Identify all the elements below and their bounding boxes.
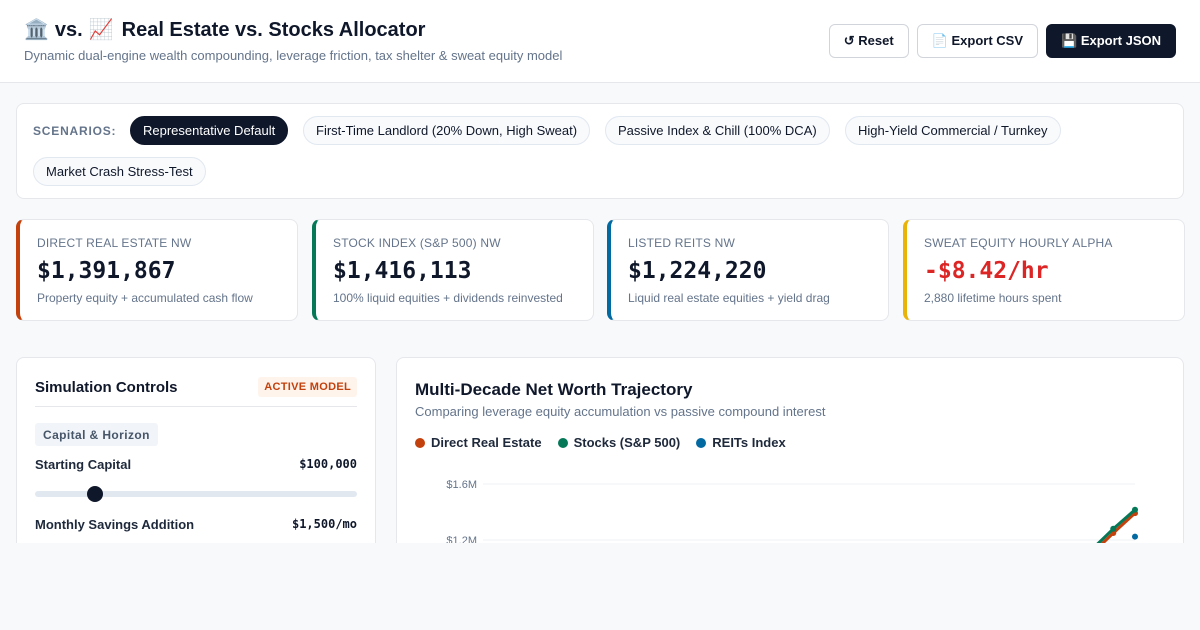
monthly-savings-label: Monthly Savings Addition (35, 517, 195, 532)
chart-up-icon: 📈 (88, 19, 114, 41)
bank-icon: 🏛️ (24, 19, 49, 41)
reset-button[interactable]: ↺ Reset (828, 24, 909, 58)
legend-swatch (696, 437, 707, 448)
legend-label: Direct Real Estate (431, 435, 542, 450)
kpi-card-reits: LISTED REITS NW $1,224,220 Liquid real e… (607, 219, 889, 321)
kpi-value: $1,224,220 (628, 258, 767, 284)
kpi-note: 2,880 lifetime hours spent (924, 291, 1062, 305)
kpi-label: DIRECT REAL ESTATE NW (37, 236, 192, 250)
data-point[interactable] (1110, 525, 1117, 532)
kpi-note: 100% liquid equities + dividends reinves… (333, 291, 563, 305)
data-point[interactable] (1132, 506, 1138, 513)
scenarios-label: SCENARIOS: (33, 124, 117, 138)
active-model-badge: ACTIVE MODEL (258, 377, 357, 397)
legend-swatch (557, 437, 568, 448)
scenario-pill-default[interactable]: Representative Default (130, 116, 289, 145)
title-vs: vs. (54, 19, 83, 41)
header-actions: ↺ Reset 📄 Export CSV 💾 Export JSON (828, 24, 1176, 58)
starting-capital-slider[interactable] (35, 486, 357, 502)
section-tag-capital-horizon: Capital & Horizon (35, 423, 158, 446)
kpi-value: -$8.42/hr (924, 258, 1049, 284)
scenario-pill-first-time-landlord[interactable]: First-Time Landlord (20% Down, High Swea… (303, 116, 591, 145)
kpi-value: $1,416,113 (333, 258, 472, 284)
legend-label: REITs Index (712, 435, 786, 450)
kpi-card-sweat-equity: SWEAT EQUITY HOURLY ALPHA -$8.42/hr 2,88… (903, 219, 1185, 321)
kpi-label: LISTED REITS NW (628, 236, 736, 250)
scenario-pill-high-yield-commercial[interactable]: High-Yield Commercial / Turnkey (845, 116, 1061, 145)
chart-legend: Direct Real Estate Stocks (S&P 500) REIT… (415, 435, 786, 450)
page-title: Real Estate vs. Stocks Allocator (121, 19, 426, 41)
kpi-label: STOCK INDEX (S&P 500) NW (333, 236, 501, 250)
title-row: 🏛️ vs. 📈 Real Estate vs. Stocks Allocato… (24, 18, 425, 42)
starting-capital-row: Starting Capital $100,000 (35, 457, 357, 472)
export-json-button[interactable]: 💾 Export JSON (1046, 24, 1176, 58)
kpi-note: Property equity + accumulated cash flow (37, 291, 253, 305)
chart-title: Multi-Decade Net Worth Trajectory (415, 380, 693, 399)
scenario-pill-market-crash[interactable]: Market Crash Stress-Test (33, 157, 206, 186)
scenario-pill-passive-index[interactable]: Passive Index & Chill (100% DCA) (605, 116, 830, 145)
kpi-label: SWEAT EQUITY HOURLY ALPHA (924, 236, 1113, 250)
kpi-note: Liquid real estate equities + yield drag (628, 291, 830, 305)
simulation-controls-panel: Simulation Controls ACTIVE MODEL Capital… (16, 357, 376, 557)
controls-title: Simulation Controls (35, 379, 178, 396)
kpi-card-real-estate: DIRECT REAL ESTATE NW $1,391,867 Propert… (16, 219, 298, 321)
y-tick-label: $1.6M (446, 479, 477, 491)
legend-item-stocks[interactable]: Stocks (S&P 500) (557, 435, 681, 450)
net-worth-chart-card: Multi-Decade Net Worth Trajectory Compar… (396, 357, 1184, 557)
kpi-value: $1,391,867 (37, 258, 176, 284)
kpi-card-stocks: STOCK INDEX (S&P 500) NW $1,416,113 100%… (312, 219, 594, 321)
legend-label: Stocks (S&P 500) (573, 435, 681, 450)
monthly-savings-row: Monthly Savings Addition $1,500/mo (35, 517, 357, 532)
export-csv-button[interactable]: 📄 Export CSV (916, 24, 1039, 58)
page-subtitle: Dynamic dual-engine wealth compounding, … (24, 48, 563, 63)
slider-thumb[interactable] (86, 486, 103, 502)
scenario-bar: SCENARIOS: Representative Default First-… (16, 103, 1184, 199)
app-header: 🏛️ vs. 📈 Real Estate vs. Stocks Allocato… (0, 0, 1200, 83)
legend-item-reits[interactable]: REITs Index (696, 435, 786, 450)
divider (35, 406, 357, 407)
legend-item-real-estate[interactable]: Direct Real Estate (415, 435, 542, 450)
monthly-savings-value: $1,500/mo (291, 517, 357, 531)
chart-subtitle: Comparing leverage equity accumulation v… (415, 404, 826, 419)
legend-swatch (415, 437, 425, 448)
viewport-fold (0, 543, 1200, 630)
starting-capital-label: Starting Capital (35, 457, 132, 472)
starting-capital-value: $100,000 (299, 457, 357, 471)
data-point[interactable] (1132, 533, 1138, 540)
